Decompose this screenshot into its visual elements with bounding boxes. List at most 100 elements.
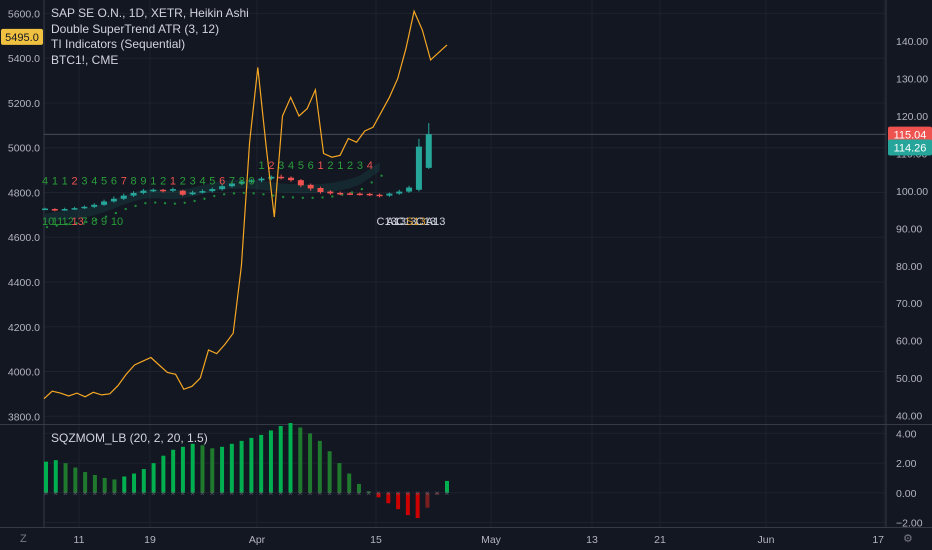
candle-body	[189, 192, 196, 195]
momentum-bar	[317, 440, 322, 493]
supertrend-band	[45, 162, 380, 223]
candle-body	[317, 188, 324, 193]
momentum-bar	[102, 477, 107, 493]
candle-body	[179, 190, 186, 195]
momentum-bar	[122, 476, 127, 493]
momentum-axis-tick-label: −2.00	[896, 518, 923, 530]
squeeze-marker: ×	[83, 489, 88, 498]
left-axis-tick-label: 5400.0	[8, 53, 40, 65]
legend-symbol[interactable]: SAP SE O.N., 1D, XETR, Heikin Ashi	[51, 6, 249, 20]
candle-body	[386, 193, 393, 196]
momentum-axis-tick-label: 0.00	[896, 488, 917, 500]
left-axis-tick-label: 5600.0	[8, 8, 40, 20]
supertrend-dot	[154, 201, 157, 204]
supertrend-dot	[350, 191, 354, 194]
sequential-count-label: 12	[62, 216, 74, 228]
sequential-count-label: C13	[377, 216, 397, 228]
timezone-z-icon[interactable]: Z	[20, 533, 27, 545]
left-axis-tick-label: 4600.0	[8, 232, 40, 244]
supertrend-dot	[104, 215, 108, 218]
x-axis-tick-label: 13	[586, 534, 598, 546]
x-axis-tick-label: 19	[144, 534, 156, 546]
sequential-count-label: 4	[288, 160, 294, 172]
sequential-count-label: 1	[62, 176, 68, 188]
right-axis-tick-label: 80.00	[896, 261, 922, 273]
momentum-bar	[366, 491, 371, 493]
right-price-badge-red: 115.04	[888, 126, 932, 143]
right-axis-tick-label: 100.00	[896, 186, 928, 198]
momentum-axis-tick-label: 2.00	[896, 458, 917, 470]
sequential-count-label: 1	[52, 176, 58, 188]
momentum-bar	[83, 472, 88, 493]
sequential-count-label: 2	[72, 176, 78, 188]
sequential-count-label: 6	[219, 176, 225, 188]
legend-indicator-supertrend[interactable]: Double SuperTrend ATR (3, 12)	[51, 21, 220, 36]
squeeze-marker: ×	[210, 489, 215, 498]
sequential-count-label: 13	[72, 216, 84, 228]
momentum-bar	[356, 483, 361, 493]
sequential-count-label: 2	[160, 176, 166, 188]
candle-body	[228, 183, 235, 187]
candle-body	[219, 186, 226, 190]
sequential-count-label: 1	[258, 160, 264, 172]
supertrend-dot	[242, 191, 245, 195]
momentum-bar	[278, 426, 283, 493]
candle-body	[140, 190, 147, 193]
squeeze-marker: ×	[405, 489, 410, 498]
candle-body	[347, 193, 354, 195]
supertrend-dot	[163, 202, 167, 205]
squeeze-marker: ×	[308, 489, 313, 498]
sequential-count-label: 7	[229, 176, 235, 188]
squeeze-marker: ×	[445, 489, 450, 498]
squeeze-marker: ×	[337, 489, 342, 498]
legend-overlay-btc[interactable]: BTC1!, CME	[51, 52, 119, 67]
supertrend-dot	[321, 196, 324, 199]
momentum-bar	[161, 455, 166, 493]
squeeze-marker: ×	[317, 489, 322, 498]
right-price-badge-red-text: 115.04	[894, 130, 927, 142]
squeeze-marker: ×	[53, 489, 58, 498]
sequential-count-label: 5	[101, 176, 107, 188]
sequential-count-label: 4	[91, 176, 97, 188]
candle-body	[42, 208, 48, 211]
sequential-count-label: 7	[81, 216, 87, 228]
sequential-count-label: 2	[268, 160, 274, 172]
momentum-bar	[220, 446, 225, 493]
gear-icon[interactable]: ⚙	[903, 533, 913, 545]
sequential-count-label: 10	[111, 216, 123, 228]
sequential-count-label: 3	[190, 176, 196, 188]
left-axis-tick-label: 4200.0	[8, 322, 40, 334]
supertrend-dot	[65, 223, 68, 226]
squeeze-marker: ×	[112, 489, 117, 498]
momentum-bar	[63, 463, 68, 493]
left-axis-tick-label: 3800.0	[8, 411, 40, 423]
squeeze-marker: ×	[73, 489, 78, 498]
sqzmom-legend[interactable]: SQZMOM_LB (20, 2, 20, 1.5)	[51, 431, 208, 445]
momentum-bar	[132, 473, 137, 493]
sequential-count-label: 4	[199, 176, 205, 188]
candle-body	[268, 176, 275, 179]
momentum-bar	[298, 427, 303, 493]
momentum-bar	[73, 467, 78, 493]
chart-legend: SAP SE O.N., 1D, XETR, Heikin Ashi Doubl…	[51, 6, 249, 68]
supertrend-dot	[380, 174, 383, 177]
momentum-bar	[435, 492, 440, 495]
candle-body	[169, 189, 176, 191]
supertrend-dot	[360, 187, 364, 191]
candle-body	[61, 209, 68, 211]
right-axis-tick-label: 90.00	[896, 223, 922, 235]
supertrend-dot	[222, 193, 226, 196]
momentum-bar	[249, 437, 254, 493]
squeeze-marker: ×	[180, 489, 185, 498]
btc-overlay-line	[43, 9, 448, 400]
sequential-count-label: 7	[121, 176, 127, 188]
squeeze-marker: ×	[141, 489, 146, 498]
legend-indicator-sequential[interactable]: TI Indicators (Sequential)	[51, 37, 186, 51]
sequential-count-label: 4	[42, 176, 48, 188]
candle-body	[248, 180, 255, 182]
momentum-bar	[376, 492, 381, 498]
supertrend-dot	[291, 196, 295, 199]
candle-body	[288, 177, 294, 181]
sequential-count-label: 1	[170, 176, 176, 188]
